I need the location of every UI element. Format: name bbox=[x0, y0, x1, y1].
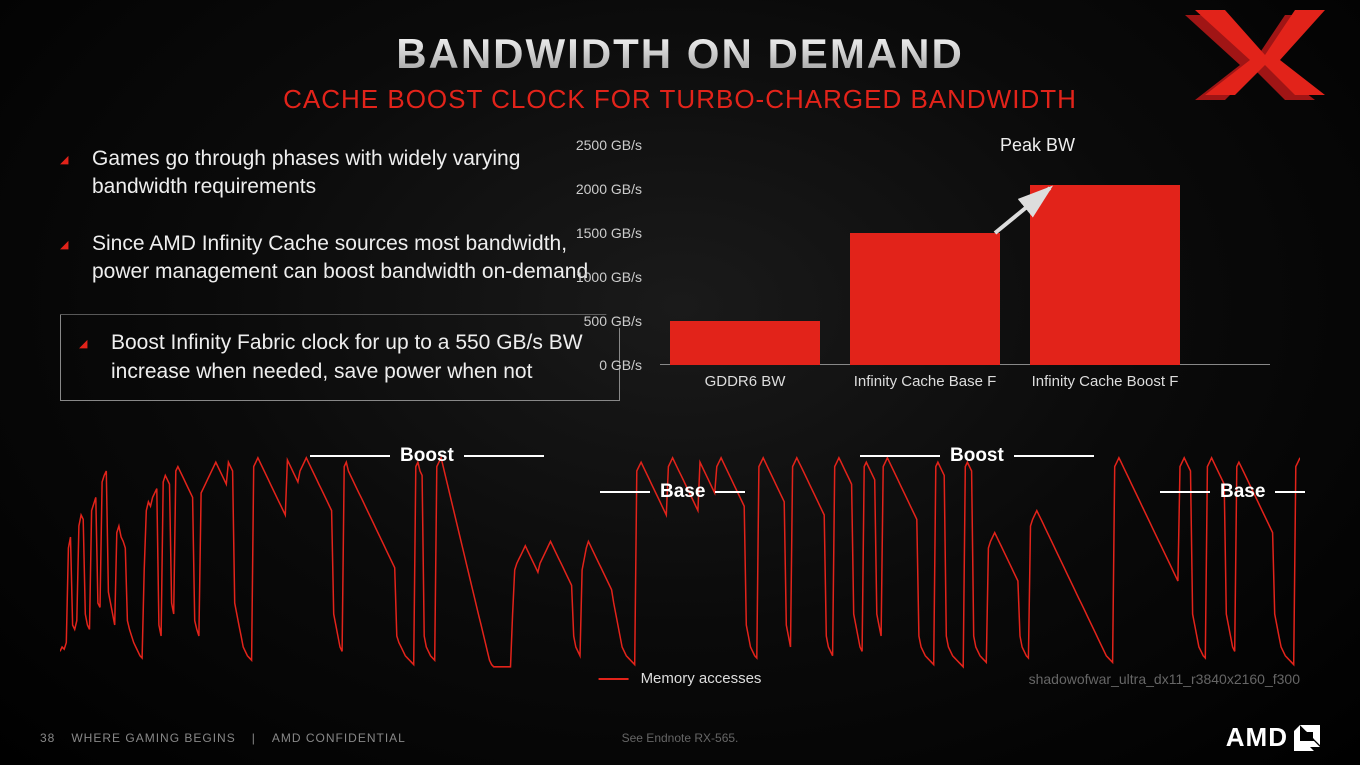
line-chart-source: shadowofwar_ultra_dx11_r3840x2160_f300 bbox=[1029, 671, 1300, 687]
bar-chart: Peak BW 0 GB/s500 GB/s1000 GB/s1500 GB/s… bbox=[650, 145, 1300, 429]
line-chart-base-label-2: Base bbox=[1160, 481, 1305, 503]
bullet-marker-icon: ◢ bbox=[60, 153, 80, 166]
footer-tagline: WHERE GAMING BEGINS bbox=[71, 731, 235, 745]
line-chart-boost-label-2: Boost bbox=[860, 445, 1094, 467]
slide-footer: 38 WHERE GAMING BEGINS | AMD CONFIDENTIA… bbox=[40, 722, 1320, 753]
bullet-item: ◢ Games go through phases with widely var… bbox=[60, 145, 620, 202]
content-row: ◢ Games go through phases with widely var… bbox=[60, 145, 1300, 429]
bar-chart-bar: GDDR6 BW bbox=[670, 321, 820, 365]
bar-chart-y-tick: 500 GB/s bbox=[584, 313, 642, 329]
line-chart-legend-label: Memory accesses bbox=[641, 670, 762, 687]
bullet-marker-icon: ◢ bbox=[79, 337, 99, 350]
line-chart-boost-label-1: Boost bbox=[310, 445, 544, 467]
page-number: 38 bbox=[40, 731, 55, 745]
bar-chart-arrow-icon bbox=[995, 183, 1065, 243]
bar-chart-y-tick: 0 GB/s bbox=[599, 357, 642, 373]
bar-chart-y-labels: 0 GB/s500 GB/s1000 GB/s1500 GB/s2000 GB/… bbox=[570, 145, 650, 365]
bullet-text: Since AMD Infinity Cache sources most ba… bbox=[92, 230, 620, 287]
bar-chart-bar-label: Infinity Cache Base F bbox=[854, 373, 997, 390]
line-chart-legend: Memory accesses bbox=[599, 670, 762, 687]
footer-endnote: See Endnote RX-565. bbox=[622, 731, 739, 745]
bullet-text: Boost Infinity Fabric clock for up to a … bbox=[111, 329, 601, 386]
bullet-marker-icon: ◢ bbox=[60, 238, 80, 251]
bullet-item: ◢ Since AMD Infinity Cache sources most b… bbox=[60, 230, 620, 287]
amd-logo: AMD bbox=[1226, 722, 1320, 753]
bar-chart-y-tick: 1500 GB/s bbox=[576, 225, 642, 241]
xx-logo-icon bbox=[1180, 10, 1330, 100]
bar-chart-title: Peak BW bbox=[1000, 135, 1075, 156]
bullet-text: Games go through phases with widely vary… bbox=[92, 145, 620, 202]
bar-chart-y-tick: 2000 GB/s bbox=[576, 181, 642, 197]
line-chart-base-label-1: Base bbox=[600, 481, 745, 503]
bar-chart-y-tick: 1000 GB/s bbox=[576, 269, 642, 285]
bullet-list: ◢ Games go through phases with widely var… bbox=[60, 145, 620, 429]
slide-root: BANDWIDTH ON DEMAND CACHE BOOST CLOCK FO… bbox=[0, 0, 1360, 765]
bar-chart-bar-label: GDDR6 BW bbox=[705, 373, 786, 390]
footer-confidential: AMD CONFIDENTIAL bbox=[272, 731, 406, 745]
amd-arrow-icon bbox=[1294, 725, 1320, 751]
slide-subtitle: CACHE BOOST CLOCK FOR TURBO-CHARGED BAND… bbox=[60, 84, 1300, 115]
slide-title: BANDWIDTH ON DEMAND bbox=[60, 30, 1300, 78]
line-chart: Boost Base Boost Base Memory accesses sh… bbox=[60, 449, 1300, 669]
bullet-item: ◢ Boost Infinity Fabric clock for up to a… bbox=[60, 314, 620, 401]
bar-chart-bar-label: Infinity Cache Boost F bbox=[1032, 373, 1179, 390]
bar-chart-bar: Infinity Cache Base F bbox=[850, 233, 1000, 365]
bar-chart-y-tick: 2500 GB/s bbox=[576, 137, 642, 153]
